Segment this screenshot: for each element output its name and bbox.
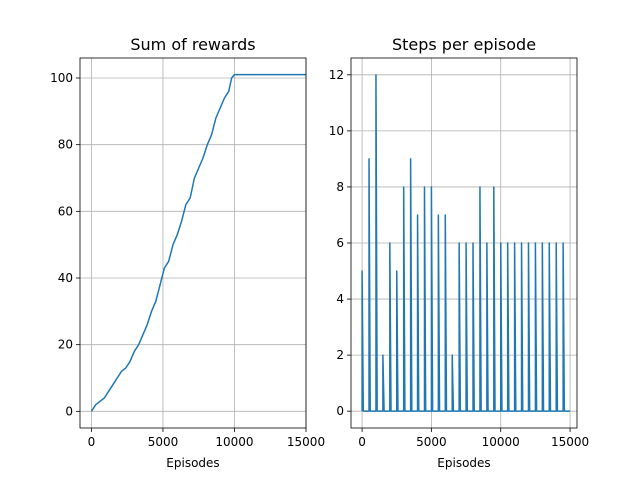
rewards-y-tick-label: 60 [58, 204, 73, 218]
steps-series-line [361, 74, 571, 412]
rewards-y-tick-label: 0 [65, 404, 73, 418]
steps-x-tick-label: 15000 [551, 435, 589, 449]
steps-y-tick-label: 8 [336, 180, 344, 194]
rewards-chart: 0 5000 10000 15000 0 20 40 60 80 100 Sum of rewar… [50, 35, 325, 470]
rewards-y-tick-label: 80 [58, 138, 73, 152]
steps-chart: 0 5000 10000 15000 0 2 4 6 8 10 12 Steps per episo… [329, 35, 589, 470]
steps-x-tick-label: 0 [358, 435, 366, 449]
steps-chart-title: Steps per episode [392, 35, 536, 54]
steps-y-tick-label: 2 [336, 348, 344, 362]
rewards-x-tick-label: 15000 [287, 435, 325, 449]
rewards-series-line [90, 73, 306, 412]
rewards-grid [80, 58, 307, 428]
steps-x-tick-label: 10000 [482, 435, 520, 449]
rewards-x-tick-label: 0 [88, 435, 96, 449]
steps-y-tick-label: 4 [336, 292, 344, 306]
steps-y-tick-label: 10 [329, 124, 344, 138]
rewards-y-tick-label: 20 [58, 338, 73, 352]
steps-ticks: 0 5000 10000 15000 0 2 4 6 8 10 12 [329, 68, 589, 449]
steps-y-tick-label: 12 [329, 68, 344, 82]
rewards-chart-title: Sum of rewards [130, 35, 255, 54]
rewards-x-tick-label: 5000 [148, 435, 179, 449]
steps-x-axis-label: Episodes [437, 456, 490, 470]
rewards-x-tick-label: 10000 [215, 435, 253, 449]
steps-series [361, 74, 571, 412]
steps-y-tick-label: 0 [336, 404, 344, 418]
rewards-y-tick-label: 100 [50, 71, 73, 85]
rewards-series [90, 73, 306, 412]
steps-x-tick-label: 5000 [416, 435, 447, 449]
rewards-x-axis-label: Episodes [166, 456, 219, 470]
rewards-y-tick-label: 40 [58, 271, 73, 285]
rewards-plot-frame [79, 57, 307, 429]
steps-y-tick-label: 6 [336, 236, 344, 250]
rewards-ticks: 0 5000 10000 15000 0 20 40 60 80 100 [50, 71, 325, 449]
